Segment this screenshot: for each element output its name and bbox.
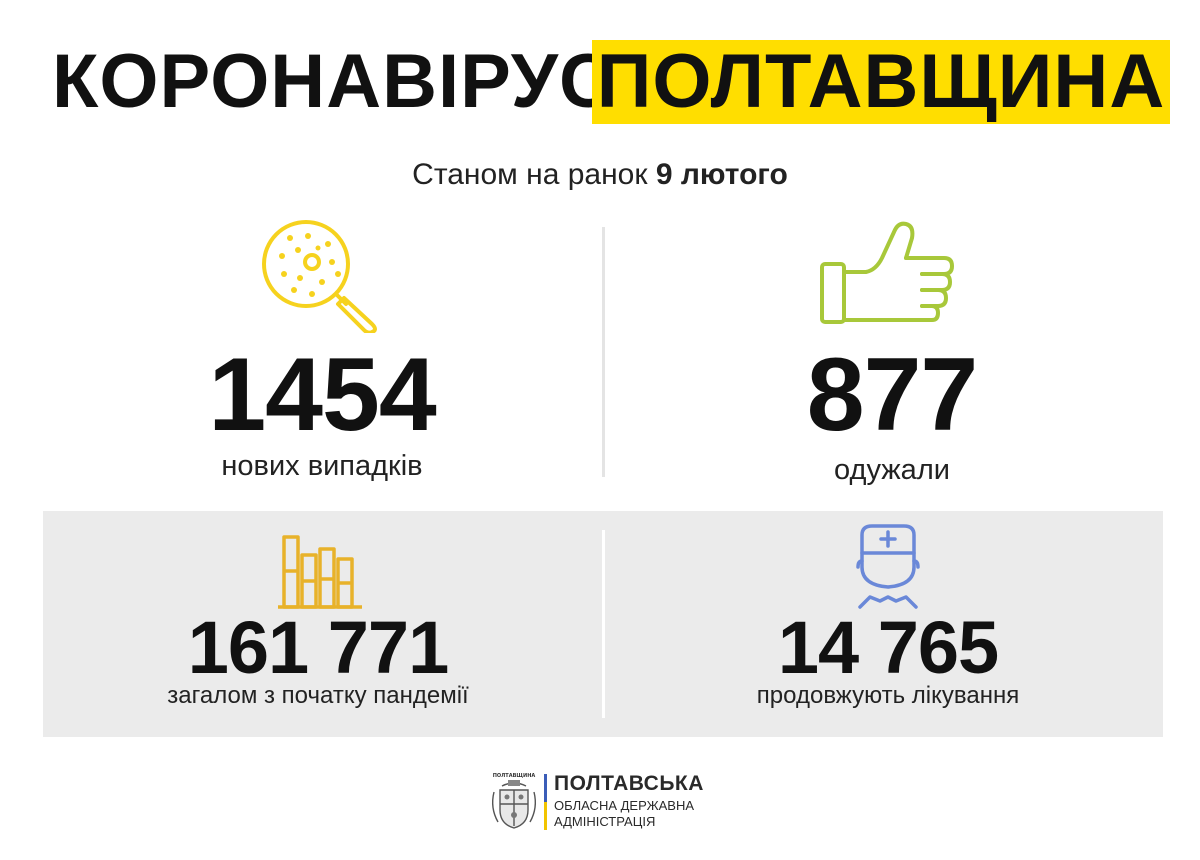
date-subtitle: Станом на ранок 9 лютого (0, 158, 1200, 192)
logo-line-2: АДМІНІСТРАЦІЯ (554, 814, 656, 829)
coat-of-arms-icon: ПОЛТАВЩИНА (488, 770, 540, 837)
administration-logo: ПОЛТАВЩИНА ПОЛТАВСЬКА ОБЛАСНА ДЕРЖАВНА А… (488, 770, 728, 832)
logo-name: ПОЛТАВСЬКА (554, 772, 704, 795)
recovered-label: одужали (834, 454, 950, 486)
vertical-divider-bottom (602, 530, 605, 718)
logo-color-bar (544, 774, 547, 830)
new-cases-label: нових випадків (221, 450, 423, 482)
thumbs-up-icon (818, 218, 958, 333)
subtitle-date: 9 лютого (655, 158, 788, 191)
emblem-caption: ПОЛТАВЩИНА (493, 773, 536, 779)
virus-magnifier-icon (260, 218, 385, 338)
bar-chart-icon (276, 533, 366, 616)
recovered-value: 877 (806, 337, 979, 453)
vertical-divider-top (602, 227, 605, 477)
title-coronavirus: КОРОНАВІРУС. (52, 39, 638, 124)
total-value: 161 771 (187, 606, 450, 689)
doctor-icon (856, 523, 920, 614)
treatment-label: продовжують лікування (756, 682, 1020, 709)
stat-new-cases: 1454 нових випадків (92, 340, 552, 483)
new-cases-value: 1454 (208, 337, 436, 453)
title-region-highlight: ПОЛТАВЩИНА (592, 40, 1170, 124)
total-label: загалом з початку пандемії (167, 682, 469, 709)
stat-total-cases: 161 771 загалом з початку пандемії (88, 608, 548, 710)
header: КОРОНАВІРУС. ПОЛТАВЩИНА (0, 38, 1200, 128)
stat-in-treatment: 14 765 продовжують лікування (658, 608, 1118, 710)
subtitle-prefix: Станом на ранок (412, 158, 648, 191)
stat-recovered: 877 одужали (662, 340, 1122, 487)
logo-line-1: ОБЛАСНА ДЕРЖАВНА (554, 798, 695, 813)
treatment-value: 14 765 (777, 606, 999, 689)
